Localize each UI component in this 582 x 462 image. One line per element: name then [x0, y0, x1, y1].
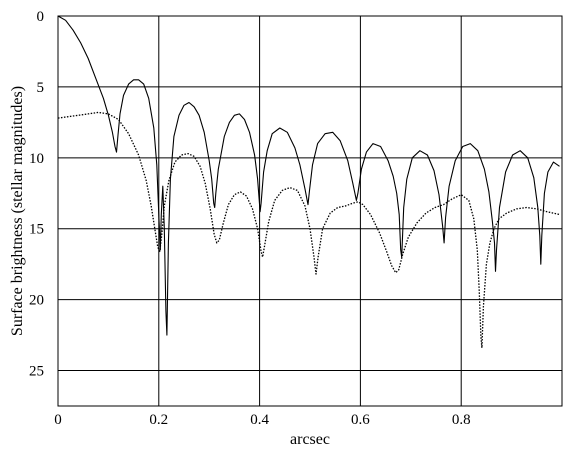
y-tick-label: 10: [29, 151, 44, 167]
dotted-series-line: [57, 111, 560, 349]
x-tick-label: 0.6: [351, 412, 370, 428]
data-series: [57, 15, 560, 349]
y-axis-title: Surface brightness (stellar magnitudes): [9, 86, 26, 336]
tick-labels: 0 0.2 0.4 0.6 0.8 0 5 10 15 20 25: [29, 9, 471, 428]
solid-series-line: [57, 15, 560, 336]
y-tick-label: 20: [29, 293, 44, 309]
y-tick-label: 25: [29, 364, 44, 380]
x-tick-label: 0.4: [250, 412, 269, 428]
plot-area-frame: [57, 15, 563, 407]
y-tick-label: 0: [37, 9, 45, 25]
x-tick-label: 0.2: [149, 412, 168, 428]
x-tick-label: 0: [54, 412, 62, 428]
x-axis-title: arcsec: [290, 431, 330, 448]
x-tick-label: 0.8: [452, 412, 471, 428]
grid-lines: [58, 16, 562, 406]
y-tick-label: 15: [29, 222, 44, 238]
y-tick-label: 5: [37, 80, 45, 96]
